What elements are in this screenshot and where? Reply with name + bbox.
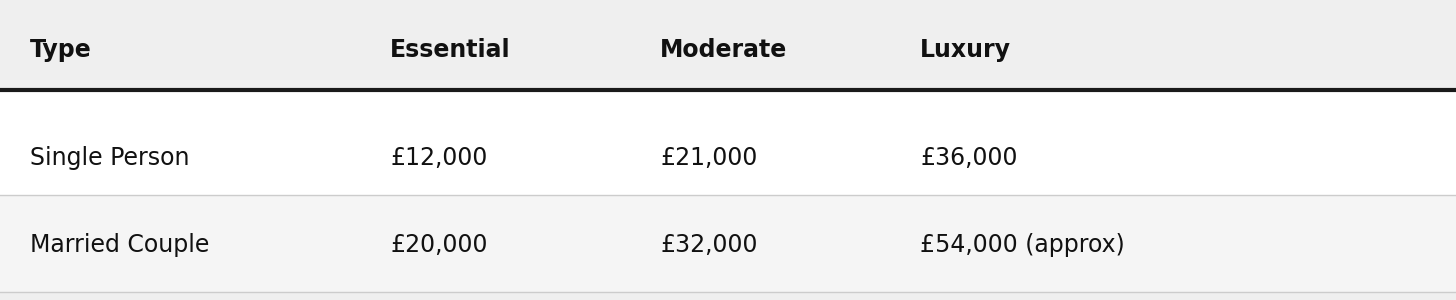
- Text: Type: Type: [31, 38, 92, 62]
- Text: Married Couple: Married Couple: [31, 233, 210, 257]
- Text: Moderate: Moderate: [660, 38, 788, 62]
- Text: £20,000: £20,000: [390, 233, 488, 257]
- Text: £21,000: £21,000: [660, 146, 757, 170]
- Text: Single Person: Single Person: [31, 146, 189, 170]
- Text: Essential: Essential: [390, 38, 511, 62]
- Text: £32,000: £32,000: [660, 233, 757, 257]
- Bar: [0, 0, 1456, 90]
- Text: £12,000: £12,000: [390, 146, 488, 170]
- Text: £54,000 (approx): £54,000 (approx): [920, 233, 1124, 257]
- Bar: [0, 90, 1456, 195]
- Text: £36,000: £36,000: [920, 146, 1018, 170]
- Text: Luxury: Luxury: [920, 38, 1010, 62]
- Bar: [0, 195, 1456, 292]
